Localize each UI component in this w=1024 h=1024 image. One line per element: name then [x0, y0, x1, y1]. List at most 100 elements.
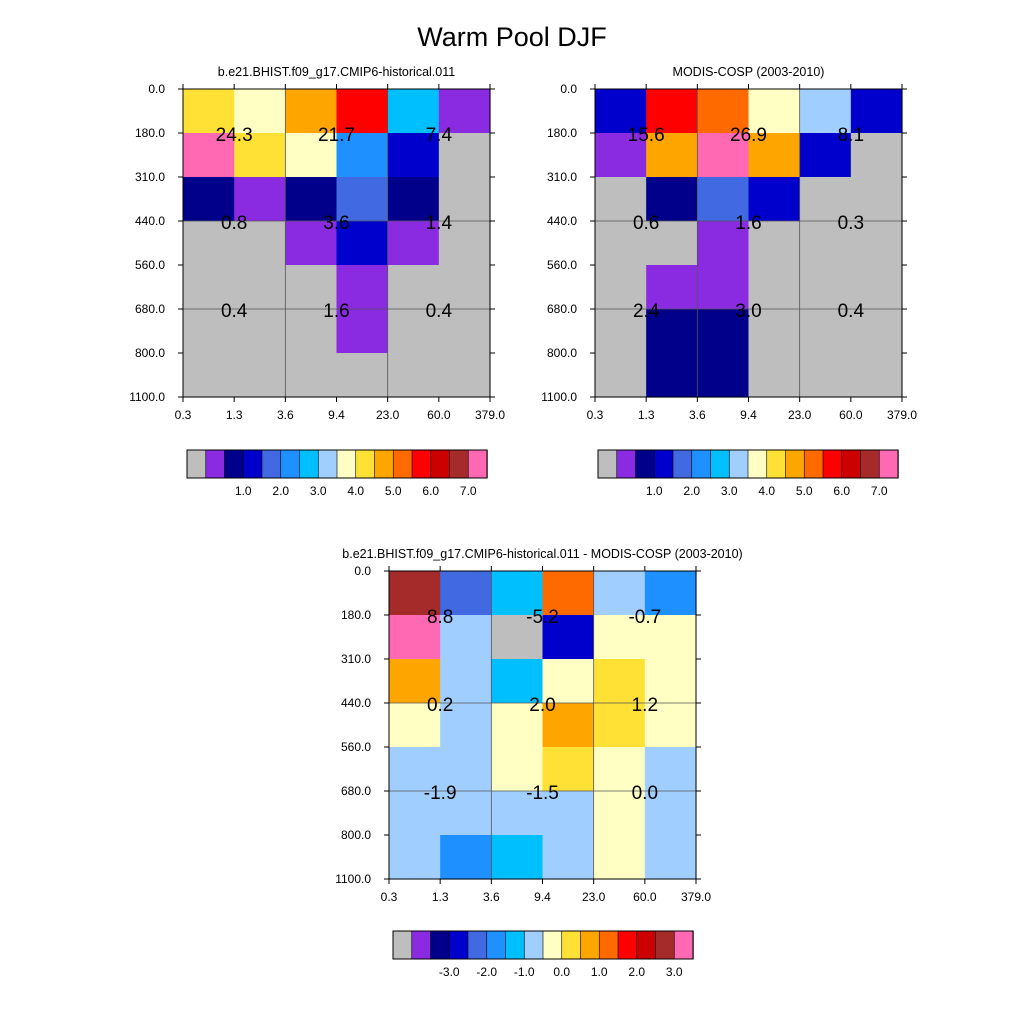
cell-annotation: 3.0: [735, 301, 761, 322]
colorbar-swatch: [411, 449, 432, 479]
x-tick-label: 3.6: [277, 408, 294, 422]
heatmap-cell: [389, 747, 441, 792]
cell-annotation: 2.0: [529, 695, 555, 716]
cell-annotation: 26.9: [730, 125, 767, 146]
heatmap-cell: [491, 791, 544, 836]
heatmap-cell: [438, 309, 491, 354]
colorbar-swatch: [785, 449, 805, 479]
colorbar-swatch: [710, 449, 730, 479]
cell-annotation: 0.3: [838, 213, 864, 234]
heatmap-cell: [646, 309, 698, 354]
cell-annotation: 1.2: [632, 695, 658, 716]
heatmap-cell: [336, 221, 389, 266]
heatmap-cell: [697, 309, 750, 354]
heatmap-cell: [646, 133, 698, 178]
y-tick-label: 560.0: [135, 258, 165, 272]
heatmap-cell: [438, 353, 491, 398]
colorbar-swatch: [673, 930, 694, 960]
colorbar-label: 5.0: [385, 484, 402, 498]
colorbar-swatch: [542, 930, 563, 960]
colorbar-swatch: [392, 930, 413, 960]
colorbar-swatch: [728, 449, 749, 479]
heatmap-cell: [440, 659, 492, 704]
colorbar-label: 6.0: [422, 484, 439, 498]
heatmap-cell: [644, 791, 697, 836]
x-tick-label: 379.0: [475, 408, 505, 422]
colorbar-swatch: [280, 449, 301, 479]
x-tick-label: 23.0: [582, 890, 606, 904]
x-tick-label: 1.3: [638, 408, 655, 422]
colorbar-swatch: [449, 449, 469, 479]
heatmap-cell: [389, 659, 441, 704]
heatmap-cell: [799, 309, 852, 354]
heatmap-cell: [542, 747, 595, 792]
heatmap-cell: [438, 133, 491, 178]
colorbar-swatch: [430, 930, 450, 960]
heatmap-cell: [389, 703, 441, 748]
y-tick-label: 180.0: [341, 608, 371, 622]
heatmap-cell: [850, 309, 903, 354]
cell-annotation: 0.4: [221, 301, 248, 322]
heatmap-cell: [748, 177, 801, 222]
colorbar-label: 4.0: [347, 484, 364, 498]
heatmap-cell: [593, 835, 646, 880]
heatmap-cell: [850, 89, 903, 134]
cell-annotation: 7.4: [426, 125, 453, 146]
colorbar-swatch: [691, 449, 712, 479]
heatmap-cell: [593, 571, 646, 616]
colorbar-swatch: [467, 449, 488, 479]
heatmap-cell: [491, 835, 544, 880]
y-tick-label: 680.0: [341, 784, 371, 798]
heatmap-cell: [234, 309, 286, 354]
heatmap-cell: [183, 309, 235, 354]
heatmap-cell: [646, 221, 698, 266]
heatmap-cell: [748, 309, 801, 354]
colorbar-swatch: [448, 930, 469, 960]
panel-title: b.e21.BHIST.f09_g17.CMIP6-historical.011: [218, 65, 455, 79]
x-tick-label: 23.0: [376, 408, 400, 422]
colorbar-label: 3.0: [666, 965, 683, 979]
cell-annotation: 1.6: [735, 213, 761, 234]
cell-annotation: 0.4: [426, 301, 453, 322]
heatmap-cell: [697, 221, 750, 266]
heatmap-cell: [389, 615, 441, 660]
y-tick-label: 800.0: [135, 346, 165, 360]
colorbar-swatch: [616, 449, 637, 479]
colorbar-swatch: [636, 930, 657, 960]
heatmap-cell: [183, 89, 235, 134]
y-tick-label: 0.0: [148, 82, 165, 96]
heatmap-cell: [438, 221, 491, 266]
colorbar-swatch: [411, 930, 432, 960]
heatmap-cell: [542, 659, 595, 704]
cell-annotation: 0.4: [838, 301, 865, 322]
x-tick-label: 60.0: [427, 408, 451, 422]
heatmap-cell: [491, 615, 544, 660]
colorbar-swatch: [841, 449, 862, 479]
heatmap-cell: [387, 221, 440, 266]
cell-annotation: -5.2: [526, 607, 559, 628]
heatmap-cell: [646, 89, 698, 134]
colorbar-label: 7.0: [460, 484, 477, 498]
heatmap-cell: [389, 791, 441, 836]
heatmap-cell: [234, 265, 286, 310]
colorbar-label: 2.0: [628, 965, 645, 979]
heatmap-cell: [697, 265, 750, 310]
x-tick-label: 23.0: [788, 408, 812, 422]
heatmap-cell: [542, 571, 595, 616]
heatmap-cell: [595, 89, 647, 134]
heatmap-cell: [440, 703, 492, 748]
heatmap-cell: [595, 353, 647, 398]
heatmap-cell: [542, 791, 595, 836]
heatmap-cell: [644, 659, 697, 704]
x-tick-label: 1.3: [432, 890, 449, 904]
heatmap-cell: [748, 221, 801, 266]
heatmap-cell: [850, 265, 903, 310]
colorbar-label: 7.0: [871, 484, 888, 498]
heatmap-cell: [697, 89, 750, 134]
heatmap-cell: [234, 177, 286, 222]
heatmap-cell: [593, 659, 646, 704]
heatmap-panels: b.e21.BHIST.f09_g17.CMIP6-historical.011…: [129, 65, 917, 979]
heatmap-panel-2: MODIS-COSP (2003-2010) 0.3 1.3 3.6 9.4 23.0 60…: [541, 65, 917, 498]
panel-title: b.e21.BHIST.f09_g17.CMIP6-historical.011…: [342, 547, 742, 561]
heatmap-cell: [234, 133, 286, 178]
